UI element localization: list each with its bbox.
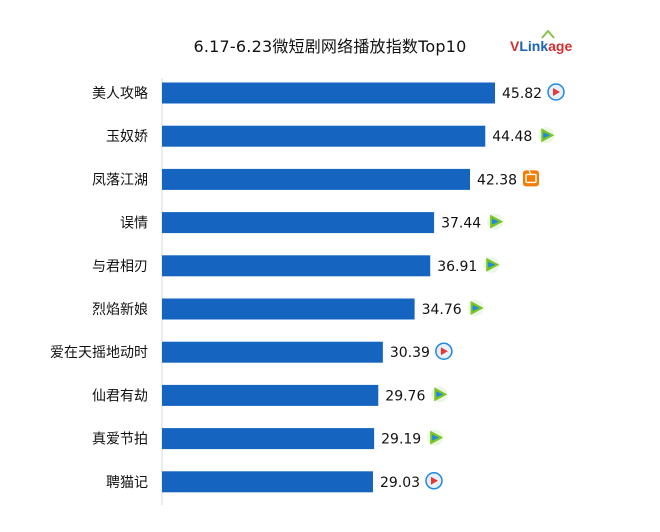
iqiyi-icon xyxy=(483,256,500,273)
category-label: 聘猫记 xyxy=(106,475,148,491)
value-label: 42.38 xyxy=(477,172,517,188)
bar xyxy=(162,298,415,320)
value-label: 44.48 xyxy=(492,129,532,145)
bar xyxy=(162,125,486,147)
bar xyxy=(162,384,379,406)
mgtv-icon xyxy=(522,170,539,187)
category-label: 烈焰新娘 xyxy=(92,302,148,318)
category-label: 玉奴娇 xyxy=(106,128,148,145)
bar xyxy=(162,341,383,363)
category-label: 爱在天摇地动时 xyxy=(50,345,148,361)
value-label: 34.76 xyxy=(422,302,462,318)
bar xyxy=(162,168,470,190)
value-label: 30.39 xyxy=(390,345,430,361)
category-label: 误情 xyxy=(120,216,148,232)
iqiyi-icon xyxy=(538,127,555,144)
value-label: 29.76 xyxy=(385,388,425,404)
value-label: 29.19 xyxy=(381,432,421,448)
iqiyi-icon xyxy=(487,213,504,230)
iqiyi-icon xyxy=(467,300,484,316)
tencent-video-icon xyxy=(547,83,565,101)
vlinkage-logo: VLinkage xyxy=(510,30,572,54)
value-label: 37.44 xyxy=(441,216,481,232)
bar xyxy=(162,471,373,493)
bar xyxy=(162,428,375,450)
iqiyi-icon xyxy=(431,386,448,403)
category-label: 真爱节拍 xyxy=(92,432,148,448)
tencent-video-icon xyxy=(435,342,453,360)
value-label: 29.03 xyxy=(380,475,420,491)
bar xyxy=(162,255,431,277)
value-label: 36.91 xyxy=(437,259,477,275)
bar xyxy=(162,82,495,104)
bar xyxy=(162,212,435,234)
category-label: 美人攻略 xyxy=(92,86,148,102)
iqiyi-icon xyxy=(427,429,444,446)
logo-roof-icon xyxy=(541,30,555,39)
value-label: 45.82 xyxy=(502,86,542,102)
category-label: 凤落江湖 xyxy=(92,172,148,188)
category-label: 仙君有劫 xyxy=(92,388,148,404)
tencent-video-icon xyxy=(425,472,443,490)
category-label: 与君相刃 xyxy=(92,259,148,275)
chart-title: 6.17-6.23微短剧网络播放指数Top10 xyxy=(193,37,467,56)
